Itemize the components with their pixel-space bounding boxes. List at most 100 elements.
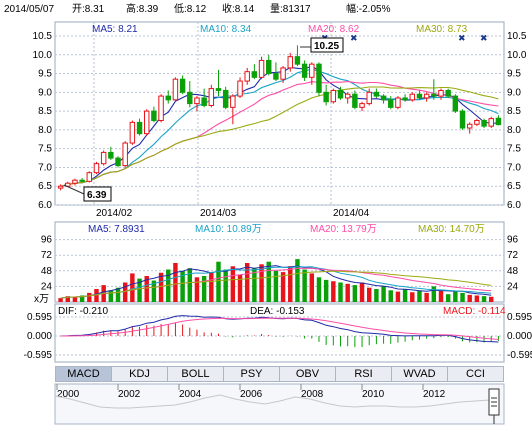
candle [93, 161, 100, 175]
tab-wvad[interactable]: WVAD [392, 367, 448, 381]
dif-line [60, 315, 499, 343]
volume-tick-right: 48 [507, 266, 519, 277]
candle [344, 92, 351, 104]
volume-bar [352, 285, 358, 302]
volume-tick-right: 72 [507, 250, 519, 261]
price-tick-right: 10.5 [507, 31, 527, 42]
candle [445, 88, 451, 98]
dea-line [60, 317, 499, 340]
price-tick-right: 10.0 [507, 50, 527, 61]
ma10-line [60, 68, 499, 187]
volume-bar [431, 286, 437, 302]
ma30-line [60, 86, 499, 187]
volume-bar [72, 296, 78, 302]
volume-bar [137, 278, 142, 302]
macd-legend-value: MACD: -0.114 [443, 306, 506, 317]
volume-bar [130, 273, 135, 302]
price-tick-right: 9.5 [507, 69, 521, 80]
timeline-scroll-handle[interactable] [488, 388, 500, 424]
volume-bar [115, 287, 121, 302]
candle [431, 79, 437, 100]
candle [251, 64, 258, 80]
candle [143, 109, 150, 136]
volume-bar [151, 280, 157, 302]
volume-legend-ma20: MA20: 13.79万 [310, 224, 377, 235]
price-tick-left: 10.5 [33, 31, 53, 42]
candle [258, 56, 265, 80]
candle [301, 60, 308, 82]
volume-bar [474, 295, 480, 302]
volume-bar [94, 289, 99, 302]
tab-macd[interactable]: MACD [56, 367, 112, 381]
volume-bar [316, 277, 322, 302]
candle [402, 94, 408, 102]
macd-panel-frame [54, 303, 505, 363]
legend-ma5: MA5: 8.21 [92, 24, 138, 35]
candle [273, 62, 279, 82]
tab-obv[interactable]: OBV [280, 367, 336, 381]
volume-legend-ma10: MA10: 10.89万 [195, 224, 262, 235]
candle [337, 86, 344, 100]
volume-bar [359, 282, 365, 302]
macd-lines [60, 315, 499, 343]
candle [201, 88, 207, 108]
price-tick-right: 7.5 [507, 144, 521, 155]
volume-bar [302, 269, 307, 302]
macd-tick-right: -0.595 [507, 350, 532, 361]
header-date: 2014/05/07 [4, 4, 54, 15]
volume-bar [309, 273, 315, 302]
candle [438, 88, 444, 100]
indicator-tab-bar: MACD KDJ BOLL PSY OBV RSI WVAD CCI [55, 366, 504, 382]
volume-bar [481, 296, 487, 302]
price-tick-right: 6.5 [507, 181, 521, 192]
header-volume: 量:81317 [270, 3, 311, 15]
candle [316, 62, 322, 97]
volume-grid [55, 239, 504, 287]
volume-bar [58, 298, 63, 302]
candle [57, 184, 64, 191]
candle [409, 92, 416, 102]
volume-axis: 96 96 72 72 48 48 24 24 [41, 235, 519, 293]
candle [330, 88, 337, 104]
date-label-feb: 2014/02 [96, 208, 133, 219]
volume-bar [194, 277, 200, 302]
volume-bar [201, 276, 207, 302]
candle [151, 106, 157, 123]
tab-boll[interactable]: BOLL [168, 367, 224, 381]
volume-bar [424, 292, 429, 302]
volume-bar [338, 282, 343, 302]
high-callout: 10.25 [300, 37, 344, 53]
price-tick-left: 6.5 [38, 181, 52, 192]
price-tick-left: 8.5 [38, 106, 52, 117]
macd-tick-left: 0.595 [27, 312, 52, 323]
tab-cci[interactable]: CCI [466, 368, 485, 380]
volume-bar [244, 263, 250, 302]
price-axis-left: 10.5 10.0 9.5 9.0 8.5 8.0 7.5 7.0 6.5 6.0 [33, 31, 53, 211]
volume-bar [158, 272, 164, 302]
candle [86, 171, 93, 183]
volume-bar [223, 269, 228, 302]
candle [237, 77, 243, 98]
volume-bar [180, 270, 185, 302]
legend-ma10: MA10: 8.34 [200, 24, 252, 35]
candle [194, 96, 200, 112]
volume-bar [388, 290, 393, 302]
candle [352, 90, 358, 110]
volume-legend-ma5: MA5: 7.8931 [88, 224, 145, 235]
tab-rsi[interactable]: RSI [336, 367, 392, 381]
tab-psy[interactable]: PSY [224, 367, 280, 381]
low-callout: 6.39 [63, 184, 112, 202]
candle [481, 118, 487, 129]
high-callout-label: 10.25 [314, 41, 339, 52]
price-grid [55, 22, 504, 206]
timeline-history-line [54, 394, 491, 409]
candle [495, 115, 502, 126]
price-tick-left: 10.0 [33, 50, 53, 61]
timeline-year: 2006 [240, 389, 263, 400]
candle [129, 120, 136, 145]
volume-bar [366, 287, 372, 302]
candle [359, 101, 365, 112]
macd-grid [55, 316, 504, 356]
tab-kdj[interactable]: KDJ [112, 367, 168, 381]
volume-bar [489, 296, 494, 302]
